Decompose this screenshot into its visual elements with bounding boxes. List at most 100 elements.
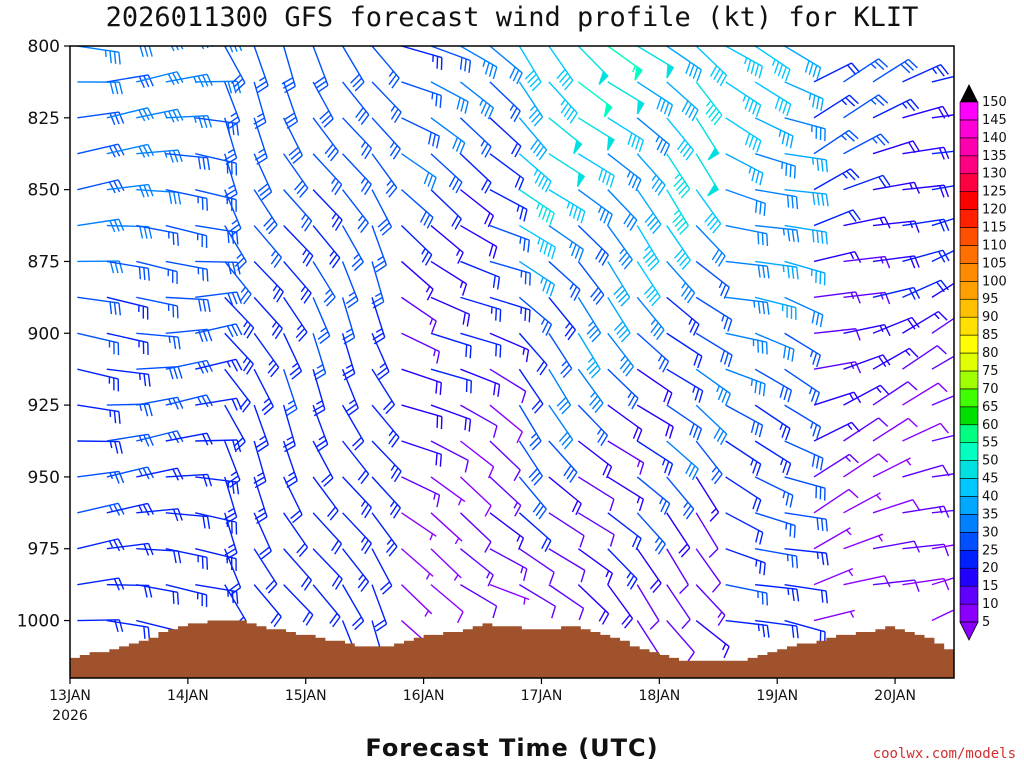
- x-tick-label: 16JAN: [403, 688, 445, 704]
- wind-barb: [931, 282, 954, 298]
- wind-barb: [136, 108, 184, 123]
- wind-barb: [725, 619, 770, 638]
- wind-barb: [813, 129, 859, 155]
- wind-barb: [459, 512, 492, 553]
- wind-barb: [784, 224, 828, 245]
- wind-barb: [843, 216, 891, 229]
- wind-barb: [754, 440, 792, 476]
- wind-barb: [430, 332, 472, 359]
- wind-barb: [518, 153, 552, 193]
- colorbar-swatch-30: [959, 514, 979, 533]
- wind-barb: [341, 368, 359, 416]
- wind-barb: [607, 117, 644, 153]
- wind-barb: [813, 168, 860, 191]
- wind-barb: [106, 368, 151, 387]
- colorbar-label: 145: [982, 113, 1007, 128]
- wind-barb: [577, 153, 615, 188]
- wind-barb: [283, 153, 309, 198]
- wind-barb: [695, 619, 730, 659]
- wind-barb: [636, 153, 666, 196]
- wind-barb: [371, 476, 401, 519]
- wind-barb: [725, 260, 770, 279]
- x-tick-label: 20JAN: [874, 688, 916, 704]
- wind-barb: [371, 548, 393, 595]
- y-tick-label: 900: [28, 324, 60, 344]
- wind-barb: [165, 114, 212, 129]
- wind-barb: [77, 404, 121, 424]
- colorbar-label: 40: [982, 489, 999, 504]
- wind-barb: [312, 440, 334, 487]
- wind-barb: [754, 153, 796, 179]
- wind-barb: [401, 548, 434, 580]
- wind-barb: [459, 153, 492, 194]
- wind-barb: [401, 153, 437, 190]
- wind-barb: [666, 404, 703, 441]
- wind-barb: [577, 117, 615, 151]
- wind-barb: [253, 46, 269, 94]
- wind-barb: [518, 260, 556, 297]
- wind-barb: [106, 296, 149, 320]
- wind-barb: [136, 224, 179, 246]
- colorbar-swatch-105: [959, 245, 979, 264]
- wind-barb: [136, 46, 184, 52]
- wind-barb: [459, 189, 495, 228]
- wind-barb: [902, 345, 947, 370]
- wind-barb: [460, 440, 495, 479]
- wind-barb: [430, 153, 463, 194]
- wind-barb: [165, 583, 208, 608]
- colorbar-swatch-130: [959, 155, 979, 175]
- wind-barb: [459, 548, 494, 587]
- wind-barb: [224, 225, 247, 271]
- wind-barb: [784, 153, 829, 173]
- wind-barb: [931, 395, 954, 406]
- wind-barb: [401, 404, 443, 430]
- wind-barb: [430, 404, 472, 432]
- wind-barb: [843, 133, 890, 155]
- wind-barb: [548, 224, 585, 262]
- wind-barb: [106, 466, 155, 480]
- wind-barb: [224, 81, 241, 129]
- plot-area: [70, 46, 954, 678]
- wind-barb: [813, 94, 859, 119]
- wind-barb: [784, 332, 822, 368]
- wind-barb: [843, 575, 891, 588]
- wind-barb: [460, 81, 495, 120]
- wind-barb: [666, 117, 695, 161]
- wind-barb: [312, 333, 327, 381]
- wind-barb: [195, 323, 243, 338]
- wind-barb: [518, 368, 544, 414]
- colorbar-swatch-145: [959, 101, 979, 121]
- wind-barb: [342, 153, 372, 196]
- wind-barb: [636, 46, 675, 79]
- wind-barb: [489, 583, 530, 605]
- wind-barb: [224, 261, 252, 305]
- wind-barb: [224, 368, 251, 413]
- wind-barb: [725, 117, 762, 153]
- wind-barb: [548, 548, 586, 583]
- wind-barb: [548, 260, 581, 301]
- wind-barb: [106, 433, 154, 447]
- wind-barb: [548, 476, 582, 516]
- colorbar-label: 20: [982, 561, 999, 576]
- colorbar-label: 140: [982, 131, 1007, 146]
- wind-barb: [224, 46, 246, 92]
- wind-barb: [843, 453, 889, 478]
- wind-barb: [784, 117, 826, 142]
- wind-barb: [165, 260, 209, 282]
- wind-barb: [695, 189, 722, 234]
- wind-barb: [548, 440, 578, 483]
- wind-barb: [931, 150, 954, 155]
- colorbar-swatch-60: [959, 406, 979, 426]
- wind-barb: [784, 46, 822, 80]
- wind-barb: [725, 296, 770, 315]
- wind-barb: [754, 512, 796, 538]
- wind-barb: [224, 548, 242, 596]
- wind-barb: [518, 117, 548, 161]
- wind-barb: [77, 368, 120, 392]
- wind-barb: [636, 512, 666, 555]
- wind-barb: [725, 548, 766, 576]
- wind-barb: [636, 189, 662, 235]
- wind-barb: [401, 46, 443, 70]
- wind-barb: [371, 332, 390, 380]
- x-tick-label: 13JAN: [49, 688, 91, 704]
